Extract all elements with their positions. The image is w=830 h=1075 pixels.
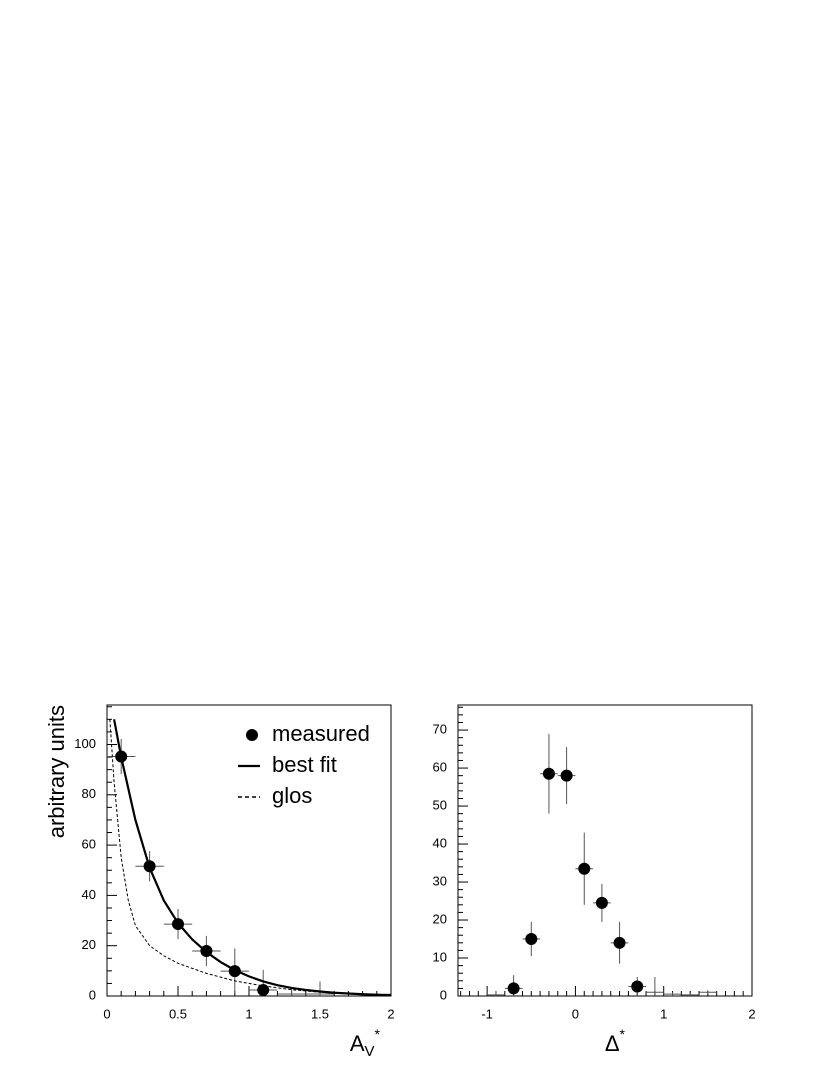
x-tick-label: 1.5 (311, 1006, 329, 1021)
fit-line (113, 719, 391, 996)
x-axis-title-main: Δ (605, 1031, 620, 1056)
x-tick-label: 2 (387, 1006, 394, 1021)
x-tick-label: 2 (748, 1006, 755, 1021)
y-tick-label: 80 (82, 786, 96, 801)
y-tick-label: 10 (433, 949, 447, 964)
legend-label: glos (272, 783, 312, 808)
y-tick-label: 20 (82, 937, 96, 952)
x-tick-label: 0 (572, 1006, 579, 1021)
legend-marker (246, 729, 258, 741)
dashed-line (109, 719, 391, 996)
y-tick-label: 20 (433, 911, 447, 926)
x-axis-title: Δ* (605, 1026, 626, 1056)
x-axis-title-sup: * (620, 1026, 626, 1042)
data-point (542, 767, 555, 780)
y-tick-label: 30 (433, 873, 447, 888)
x-axis-title-sup: * (375, 1026, 381, 1042)
x-tick-label: 0 (103, 1006, 110, 1021)
y-tick-label: 0 (89, 987, 96, 1002)
data-point (507, 982, 520, 995)
data-point (257, 983, 270, 996)
plot-area (487, 733, 717, 996)
y-tick-label: 0 (440, 987, 447, 1002)
x-tick-label: 1 (660, 1006, 667, 1021)
y-tick-label: 60 (433, 760, 447, 775)
plot-area (107, 719, 391, 996)
y-tick-label: 50 (433, 797, 447, 812)
x-tick-label: 1 (245, 1006, 252, 1021)
y-tick-label: 40 (433, 835, 447, 850)
x-tick-label: -1 (481, 1006, 493, 1021)
y-tick-label: 40 (82, 887, 96, 902)
data-point (578, 862, 591, 875)
x-axis-title: AV* (350, 1026, 381, 1060)
data-point (595, 896, 608, 909)
x-axis-title-sub: V (365, 1043, 375, 1060)
data-point (560, 769, 573, 782)
x-axis-title-main: A (350, 1031, 365, 1056)
data-point (525, 933, 538, 946)
data-point (613, 936, 626, 949)
y-tick-label: 70 (433, 722, 447, 737)
legend-label: measured (272, 721, 370, 746)
plot-frame (106, 704, 392, 997)
y-axis-title: arbitrary units (44, 705, 69, 838)
y-tick-label: 60 (82, 837, 96, 852)
x-tick-label: 0.5 (169, 1006, 187, 1021)
legend-label: best fit (272, 752, 337, 777)
y-tick-label: 100 (74, 736, 96, 751)
data-point (631, 980, 644, 993)
plot-frame (457, 704, 753, 997)
